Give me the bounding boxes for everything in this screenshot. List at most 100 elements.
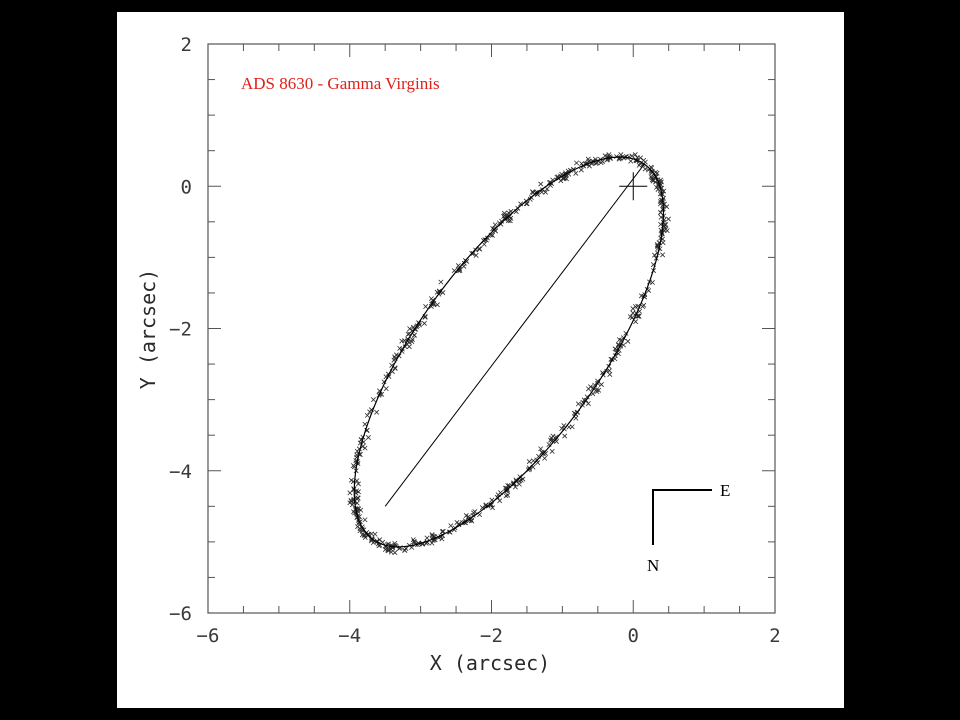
observation-point [407, 326, 413, 332]
observation-point [507, 218, 513, 224]
observation-point [481, 241, 487, 247]
y-tick-label: −4 [169, 461, 192, 483]
observation-point [650, 178, 656, 184]
observation-point [562, 433, 568, 439]
line-of-apsides [384, 163, 645, 507]
observation-point [488, 502, 494, 508]
observation-point [397, 345, 403, 351]
observation-point [392, 550, 398, 556]
observation-point [542, 455, 548, 461]
observation-point [538, 181, 544, 187]
observation-point [636, 313, 642, 319]
observation-point [434, 302, 440, 308]
observation-point [429, 532, 435, 538]
x-tick-label: −4 [338, 625, 361, 647]
observation-point [618, 152, 624, 158]
y-axis-title: Y (arcsec) [136, 269, 160, 389]
observation-point [399, 338, 405, 344]
observation-point [358, 507, 364, 513]
observation-point [658, 209, 663, 215]
observation-point [364, 412, 370, 418]
observation-point [616, 155, 622, 161]
observation-point [490, 505, 496, 511]
observation-point [660, 206, 666, 212]
observation-point [503, 493, 509, 499]
observation-point [655, 187, 661, 192]
observation-point [457, 266, 463, 272]
observation-point [439, 529, 445, 535]
observation-point [410, 537, 416, 543]
x-tick-label: 0 [628, 625, 639, 647]
observation-point [467, 517, 473, 523]
observation-point [649, 177, 655, 183]
plot-background [117, 12, 844, 708]
observation-point [490, 232, 495, 238]
observation-point [616, 337, 622, 343]
observation-point [630, 310, 636, 316]
orbit-layer [353, 156, 665, 548]
observation-point [424, 535, 430, 541]
observation-point [546, 180, 552, 186]
observation-point [629, 153, 635, 159]
observation-point [383, 386, 389, 392]
observation-point [585, 401, 591, 407]
observation-point [501, 210, 507, 216]
observation-point [652, 252, 658, 258]
observation-point [578, 167, 584, 173]
observation-point [354, 500, 360, 506]
observation-point [575, 401, 581, 407]
observation-point [569, 424, 575, 430]
observation-point [637, 155, 643, 161]
observation-point [411, 332, 417, 338]
observation-point [543, 189, 549, 195]
observation-point [349, 502, 355, 508]
observation-point [527, 196, 533, 202]
observation-point [505, 218, 511, 224]
observation-point [642, 166, 648, 172]
x-tick-label: −2 [480, 625, 503, 647]
observation-point [348, 497, 354, 503]
observation-point [351, 509, 357, 515]
observation-point [477, 246, 483, 252]
observation-point [564, 176, 569, 182]
observation-point [598, 160, 604, 166]
observation-point [473, 252, 479, 258]
observation-point [505, 492, 511, 498]
observation-point [362, 445, 368, 451]
observation-point [520, 476, 526, 482]
y-tick-label: −2 [169, 319, 192, 341]
observation-point [649, 175, 655, 181]
observation-point [608, 356, 614, 362]
observation-point [538, 446, 544, 452]
observation-point [440, 528, 446, 534]
observation-point [602, 153, 608, 159]
observation-point [606, 368, 612, 374]
observation-point [377, 537, 383, 543]
observation-point [392, 540, 398, 546]
observation-point [526, 459, 532, 465]
observation-point [517, 474, 523, 480]
observation-point [549, 448, 555, 454]
observation-point [664, 228, 670, 234]
observation-point [365, 435, 371, 440]
observation-point [660, 252, 666, 258]
observation-point [405, 331, 411, 337]
observation-point [423, 304, 429, 310]
observation-point [370, 397, 376, 403]
observation-point [518, 201, 524, 207]
observation-point [641, 302, 647, 308]
y-tick-label: 0 [181, 176, 192, 198]
observation-point [586, 386, 591, 392]
observation-point [430, 297, 436, 303]
observation-point [491, 226, 497, 232]
observation-point [628, 158, 634, 164]
observation-point [594, 387, 600, 393]
observation-point [355, 489, 361, 495]
compass-east-label: E [720, 481, 730, 500]
observation-point [470, 250, 476, 256]
observation-point [497, 498, 503, 504]
chart-title: ADS 8630 - Gamma Virginis [241, 74, 440, 93]
observation-point [374, 409, 380, 415]
observation-point [598, 382, 604, 387]
